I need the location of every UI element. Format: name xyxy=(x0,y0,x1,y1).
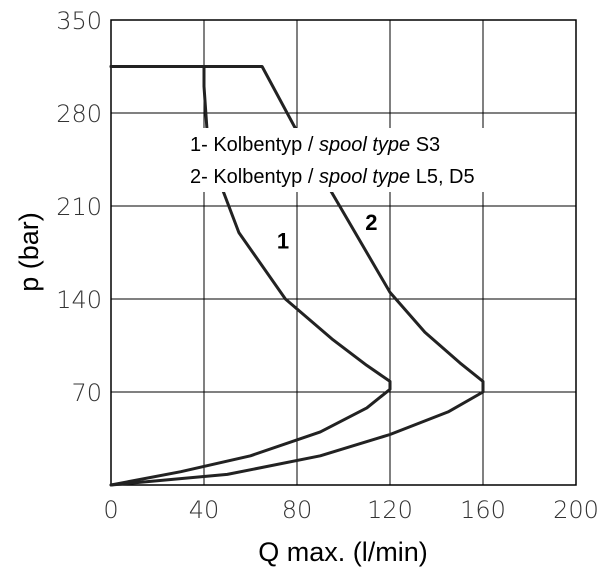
curve-label-1: 1 xyxy=(277,229,289,254)
x-axis-title: Q max. (l/min) xyxy=(258,537,428,567)
legend-entry-1: 1- Kolbentyp / spool type S3 xyxy=(190,134,440,156)
series-line-1 xyxy=(109,65,392,487)
x-tick-label: 120 xyxy=(367,496,413,524)
x-tick-label: 200 xyxy=(553,496,599,524)
x-tick-label: 0 xyxy=(103,496,118,524)
curve-label-2: 2 xyxy=(365,210,377,235)
y-axis-title: p (bar) xyxy=(14,212,44,292)
y-tick-label: 210 xyxy=(56,193,102,221)
x-tick-label: 80 xyxy=(282,496,313,524)
curve-labels: 12 xyxy=(277,210,378,254)
legend-entry-2: 2- Kolbentyp / spool type L5, D5 xyxy=(190,166,475,188)
legend-box xyxy=(180,128,560,192)
y-tick-label: 70 xyxy=(71,379,102,407)
plot-frame xyxy=(110,19,577,486)
y-tick-label: 350 xyxy=(56,7,102,35)
x-tick-label: 160 xyxy=(460,496,506,524)
tick-labels: 0 40 80 120 160 200 70 140 210 280 350 xyxy=(56,7,599,524)
x-tick-label: 40 xyxy=(189,496,220,524)
y-tick-label: 280 xyxy=(56,100,102,128)
y-tick-label: 140 xyxy=(56,286,102,314)
